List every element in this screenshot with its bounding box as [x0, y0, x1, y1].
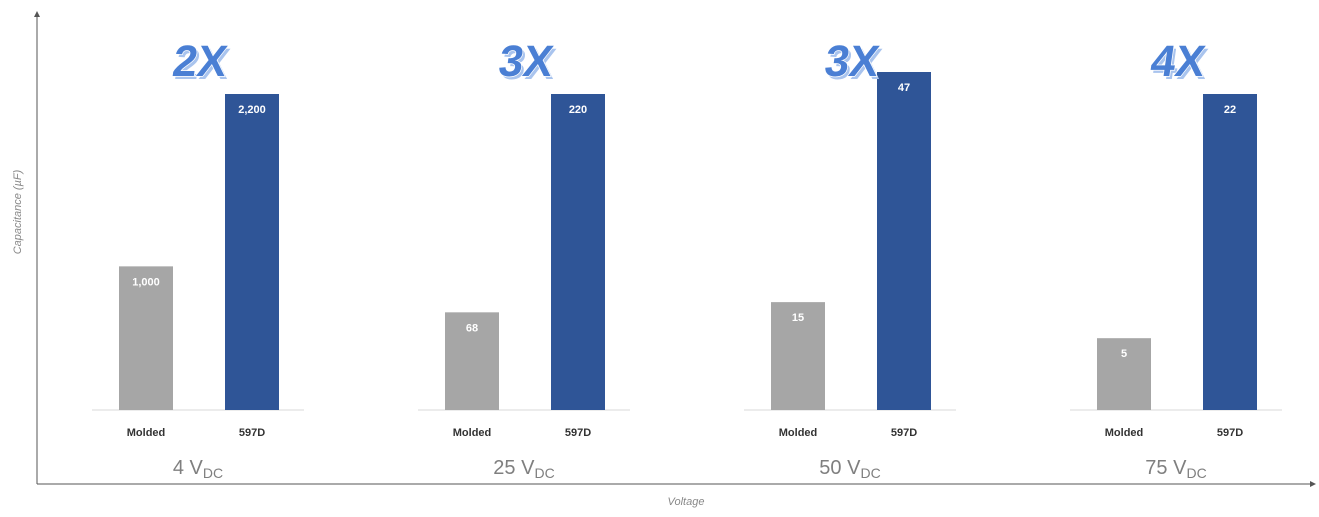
data-label-molded: 15: [792, 312, 804, 324]
tick-label-597d: 597D: [1217, 427, 1243, 439]
bar-597d-25v: [551, 94, 605, 410]
voltage-value: 25 V: [493, 457, 535, 479]
data-label-597d: 22: [1224, 104, 1236, 116]
voltage-value: 75 V: [1145, 457, 1187, 479]
tick-label-597d: 597D: [891, 427, 917, 439]
data-label-597d: 2,200: [238, 104, 266, 116]
bar-molded-4v: [119, 266, 173, 410]
bar-molded-25v: [445, 312, 499, 410]
data-label-597d: 47: [898, 82, 910, 94]
bar-597d-75v: [1203, 94, 1257, 410]
multiplier-label: 2X: [170, 37, 231, 86]
bar-molded-50v: [771, 302, 825, 410]
tick-label-molded: Molded: [127, 427, 166, 439]
voltage-unit-subscript: DC: [1186, 465, 1206, 481]
tick-label-597d: 597D: [239, 427, 265, 439]
x-axis-label: Voltage: [668, 496, 705, 508]
tick-label-molded: Molded: [779, 427, 818, 439]
bar-molded-75v: [1097, 338, 1151, 410]
multiplier-label: 3X: [822, 37, 883, 86]
y-axis-label: Capacitance (µF): [12, 169, 24, 254]
multiplier-label: 4X: [1148, 37, 1209, 86]
voltage-value: 50 V: [819, 457, 861, 479]
group-voltage-label: 50 VDC: [819, 457, 880, 481]
tick-label-molded: Molded: [1105, 427, 1144, 439]
group-voltage-label: 25 VDC: [493, 457, 554, 481]
bar-597d-4v: [225, 94, 279, 410]
voltage-unit-subscript: DC: [534, 465, 554, 481]
multiplier-shadow: 3X: [498, 40, 559, 89]
multiplier-label: 3X: [496, 37, 557, 86]
data-label-597d: 220: [569, 104, 587, 116]
voltage-unit-subscript: DC: [203, 465, 223, 481]
data-label-molded: 5: [1121, 348, 1127, 360]
multiplier-shadow: 3X: [824, 40, 885, 89]
group-voltage-label: 75 VDC: [1145, 457, 1206, 481]
voltage-value: 4 V: [173, 457, 204, 479]
multiplier-shadow: 4X: [1150, 40, 1211, 89]
group-voltage-label: 4 VDC: [173, 457, 223, 481]
bar-597d-50v: [877, 72, 931, 410]
tick-label-597d: 597D: [565, 427, 591, 439]
voltage-unit-subscript: DC: [860, 465, 880, 481]
data-label-molded: 68: [466, 322, 478, 334]
multiplier-shadow: 2X: [172, 40, 233, 89]
data-label-molded: 1,000: [132, 276, 160, 288]
tick-label-molded: Molded: [453, 427, 492, 439]
